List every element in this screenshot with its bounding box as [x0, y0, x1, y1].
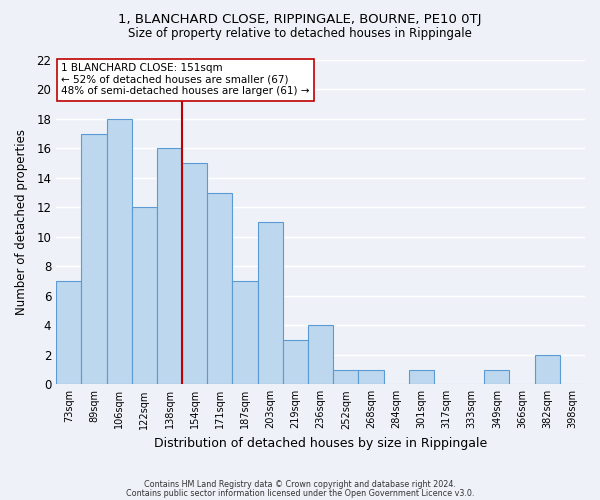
Bar — [82, 134, 107, 384]
Bar — [409, 370, 434, 384]
Bar — [358, 370, 383, 384]
Y-axis label: Number of detached properties: Number of detached properties — [15, 129, 28, 315]
X-axis label: Distribution of detached houses by size in Rippingale: Distribution of detached houses by size … — [154, 437, 487, 450]
Bar — [107, 119, 132, 384]
Text: Contains HM Land Registry data © Crown copyright and database right 2024.: Contains HM Land Registry data © Crown c… — [144, 480, 456, 489]
Text: Size of property relative to detached houses in Rippingale: Size of property relative to detached ho… — [128, 28, 472, 40]
Text: 1 BLANCHARD CLOSE: 151sqm
← 52% of detached houses are smaller (67)
48% of semi-: 1 BLANCHARD CLOSE: 151sqm ← 52% of detac… — [61, 63, 310, 96]
Bar — [132, 208, 157, 384]
Bar — [283, 340, 308, 384]
Bar — [207, 192, 232, 384]
Bar — [56, 281, 82, 384]
Bar — [157, 148, 182, 384]
Bar — [535, 355, 560, 384]
Text: 1, BLANCHARD CLOSE, RIPPINGALE, BOURNE, PE10 0TJ: 1, BLANCHARD CLOSE, RIPPINGALE, BOURNE, … — [118, 12, 482, 26]
Bar — [182, 163, 207, 384]
Text: Contains public sector information licensed under the Open Government Licence v3: Contains public sector information licen… — [126, 488, 474, 498]
Bar — [257, 222, 283, 384]
Bar — [333, 370, 358, 384]
Bar — [232, 281, 257, 384]
Bar — [484, 370, 509, 384]
Bar — [308, 326, 333, 384]
